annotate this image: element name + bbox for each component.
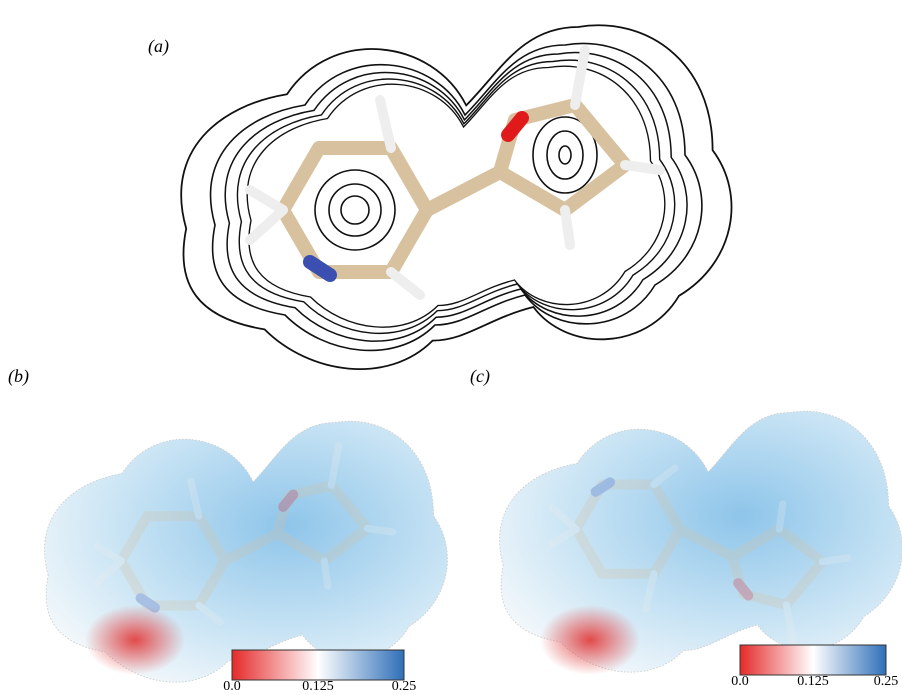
colorbar-tick-label: 0.25 [874,674,899,689]
surface [500,411,902,675]
colorbar-tick-label: 0.125 [302,679,334,694]
colorbar-tick-label: 0.0 [731,674,749,689]
surface [45,421,448,682]
panel-label: (c) [470,366,490,387]
ring-contours [315,117,597,250]
colorbar-tick-label: 0.25 [392,679,417,694]
colorbar-tick-label: 0.0 [223,679,241,694]
colorbar [232,650,404,680]
panel-label: (a) [148,36,169,57]
colorbar [740,645,886,675]
colorbar-tick-label: 0.125 [797,674,829,689]
figure: (a) (b) (c) 0.0 0.125 0.25 0.0 0.125 0.25 [0,0,902,695]
panel-label: (b) [8,366,29,387]
